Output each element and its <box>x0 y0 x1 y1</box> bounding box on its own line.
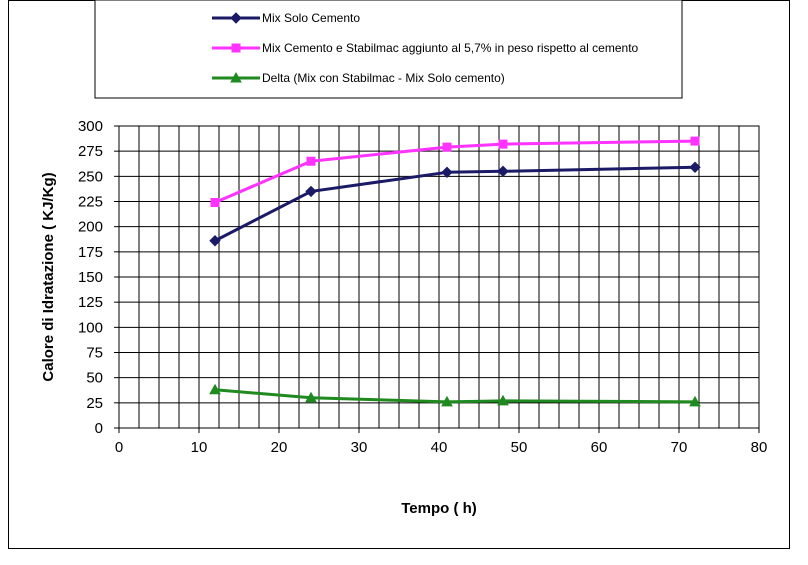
y-axis-title: Calore di Idratazione ( KJ/Kg) <box>40 172 57 381</box>
data-point <box>441 166 453 179</box>
legend-label: Mix Cemento e Stabilmac aggiunto al 5,7%… <box>262 41 639 55</box>
y-tick-label: 25 <box>86 395 103 412</box>
x-tick-label: 40 <box>431 439 448 456</box>
y-tick-label: 0 <box>95 420 103 437</box>
data-point <box>441 395 453 407</box>
y-tick-label: 250 <box>78 168 103 185</box>
y-tick-label: 125 <box>78 294 103 311</box>
data-point <box>209 235 221 247</box>
x-tick-label: 60 <box>591 439 608 456</box>
x-tick-label: 0 <box>115 439 123 456</box>
data-point <box>497 394 509 406</box>
legend-marker <box>231 43 241 53</box>
series-1 <box>209 161 701 247</box>
data-point <box>690 136 700 146</box>
x-axis: 0 10 20 30 40 50 60 70 80 <box>115 428 768 456</box>
legend: Mix Solo Cemento Mix Cemento e Stabilmac … <box>212 11 639 85</box>
legend-marker <box>230 71 242 83</box>
y-tick-label: 200 <box>78 219 103 236</box>
x-tick-label: 10 <box>191 439 208 456</box>
legend-entry: Mix Cemento e Stabilmac aggiunto al 5,7%… <box>212 41 639 55</box>
series-3 <box>209 383 701 407</box>
y-tick-label: 300 <box>78 118 103 135</box>
y-tick-label: 275 <box>78 143 103 160</box>
x-tick-label: 70 <box>671 439 688 456</box>
x-tick-label: 20 <box>271 439 288 456</box>
data-point <box>306 156 316 166</box>
legend-label: Mix Solo Cemento <box>262 11 360 25</box>
x-axis-title: Tempo ( h) <box>401 500 477 517</box>
data-point <box>305 185 317 198</box>
y-tick-label: 75 <box>86 345 103 362</box>
data-point <box>442 142 452 152</box>
y-tick-label: 225 <box>78 194 103 211</box>
legend-entry: Delta (Mix con Stabilmac - Mix Solo ceme… <box>212 71 505 85</box>
legend-label: Delta (Mix con Stabilmac - Mix Solo ceme… <box>262 71 505 85</box>
data-point <box>497 165 509 178</box>
grid <box>119 126 759 428</box>
data-point <box>305 391 317 403</box>
legend-entry: Mix Solo Cemento <box>212 11 360 25</box>
x-tick-label: 80 <box>751 439 768 456</box>
series-group <box>209 136 701 407</box>
x-tick-label: 30 <box>351 439 368 456</box>
legend-marker <box>230 12 242 24</box>
data-point <box>498 139 508 149</box>
data-point <box>689 161 701 173</box>
series-2 <box>210 136 700 208</box>
y-tick-label: 50 <box>86 370 103 387</box>
y-axis: 0 25 50 75 100 125 150 175 200 225 250 275 300 <box>78 118 119 437</box>
legend-box <box>94 0 683 99</box>
x-tick-label: 50 <box>511 439 528 456</box>
data-point <box>209 383 221 395</box>
y-tick-label: 100 <box>78 319 103 336</box>
y-tick-label: 175 <box>78 244 103 261</box>
data-point <box>210 198 220 208</box>
y-tick-label: 150 <box>78 269 103 286</box>
data-point <box>689 395 701 407</box>
